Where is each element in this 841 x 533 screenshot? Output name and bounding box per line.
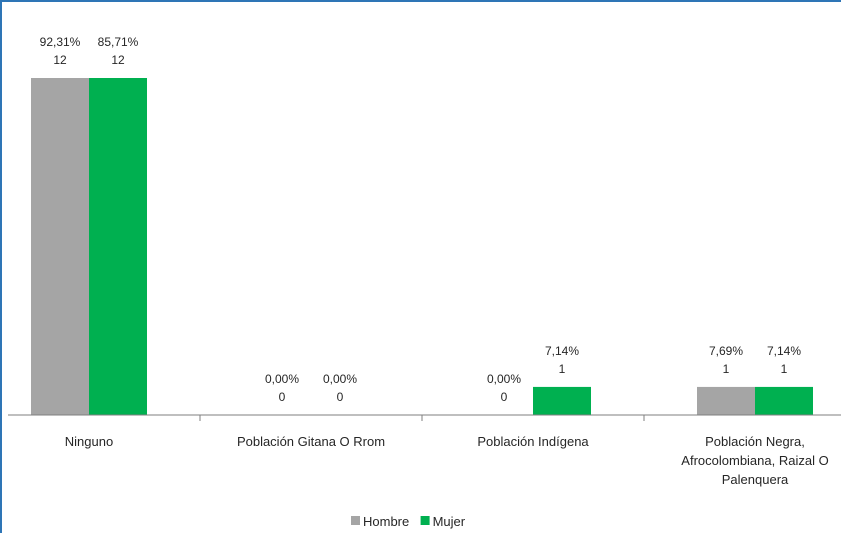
bar-mujer-3 <box>755 386 813 415</box>
x-tick-label: Ninguno <box>65 434 113 449</box>
data-label-percent: 0,00% <box>265 372 299 386</box>
x-tick-label: Población Indígena <box>477 434 589 449</box>
data-label-count: 1 <box>781 362 788 376</box>
data-label-percent: 7,14% <box>545 344 579 358</box>
data-label-count: 1 <box>723 362 730 376</box>
data-label-count: 1 <box>559 362 566 376</box>
x-tick-label: Afrocolombiana, Raizal O <box>681 453 828 468</box>
bar-hombre-0 <box>31 78 89 415</box>
data-label-count: 0 <box>279 390 286 404</box>
data-label-count: 0 <box>501 390 508 404</box>
legend-swatch-hombre <box>351 516 360 525</box>
data-label-percent: 0,00% <box>323 372 357 386</box>
bar-mujer-0 <box>89 78 147 415</box>
bar-hombre-3 <box>697 386 755 415</box>
data-label-percent: 7,14% <box>767 344 801 358</box>
x-tick-label: Población Negra, <box>705 434 805 449</box>
x-tick-label: Población Gitana O Rrom <box>237 434 385 449</box>
data-label-count: 12 <box>53 53 67 67</box>
x-tick-label: Palenquera <box>722 472 789 487</box>
data-label-count: 0 <box>337 390 344 404</box>
legend-label-mujer: Mujer <box>433 514 466 529</box>
bar-mujer-2 <box>533 386 591 415</box>
data-label-count: 12 <box>111 53 125 67</box>
data-label-percent: 0,00% <box>487 372 521 386</box>
data-label-percent: 85,71% <box>98 35 139 49</box>
data-label-percent: 7,69% <box>709 344 743 358</box>
legend-swatch-mujer <box>420 516 430 525</box>
data-label-percent: 92,31% <box>40 35 81 49</box>
legend-label-hombre: Hombre <box>363 514 409 529</box>
